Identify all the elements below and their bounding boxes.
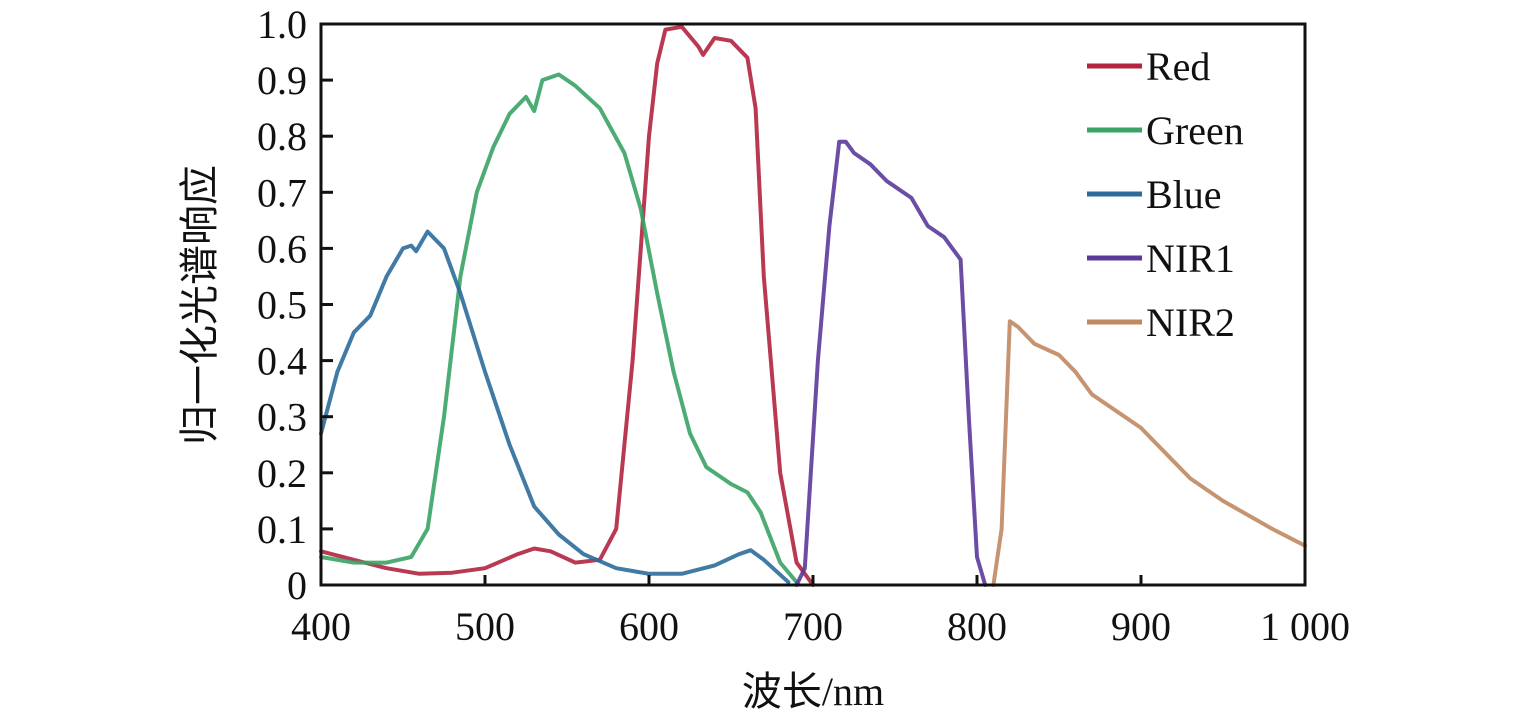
y-tick-label: 0.9 xyxy=(257,58,307,103)
y-axis-label: 归一化光谱响应 xyxy=(177,165,222,445)
y-tick-label: 0.4 xyxy=(257,339,307,384)
y-tick-label: 1.0 xyxy=(257,2,307,47)
legend-label-nir1: NIR1 xyxy=(1146,236,1235,281)
x-tick-label: 1 000 xyxy=(1260,604,1350,649)
ticks-layer: 400 500 600 700 800 900 1 000 0 0.1 0.2 0.3 0.4 0.5 0… xyxy=(257,2,1350,649)
y-tick-label: 0.5 xyxy=(257,283,307,328)
y-tick-label: 0.7 xyxy=(257,170,307,215)
y-tick-label: 0 xyxy=(287,563,307,608)
legend-label-red: Red xyxy=(1146,44,1210,89)
x-tick-label: 400 xyxy=(291,604,351,649)
x-tick-label: 600 xyxy=(619,604,679,649)
series-line-blue xyxy=(319,229,791,585)
x-tick-label: 800 xyxy=(947,604,1007,649)
x-tick-label: 900 xyxy=(1111,604,1171,649)
series-layer xyxy=(319,24,1307,587)
legend-label-nir2: NIR2 xyxy=(1146,300,1235,345)
x-tick-label: 700 xyxy=(783,604,843,649)
series-line-nir1 xyxy=(794,139,988,587)
x-axis-label: 波长/nm xyxy=(742,669,884,714)
series-line-nir2 xyxy=(991,319,1307,587)
series-line-green xyxy=(319,72,799,585)
legend-label-blue: Blue xyxy=(1146,172,1222,217)
y-tick-label: 0.3 xyxy=(257,395,307,440)
y-tick-label: 0.1 xyxy=(257,507,307,552)
legend: Red Green Blue NIR1 NIR2 xyxy=(1087,44,1244,345)
x-tick-label: 500 xyxy=(455,604,515,649)
series-line-red xyxy=(319,24,815,587)
y-tick-label: 0.6 xyxy=(257,226,307,271)
y-tick-label: 0.2 xyxy=(257,451,307,496)
y-tick-label: 0.8 xyxy=(257,114,307,159)
legend-label-green: Green xyxy=(1146,108,1244,153)
